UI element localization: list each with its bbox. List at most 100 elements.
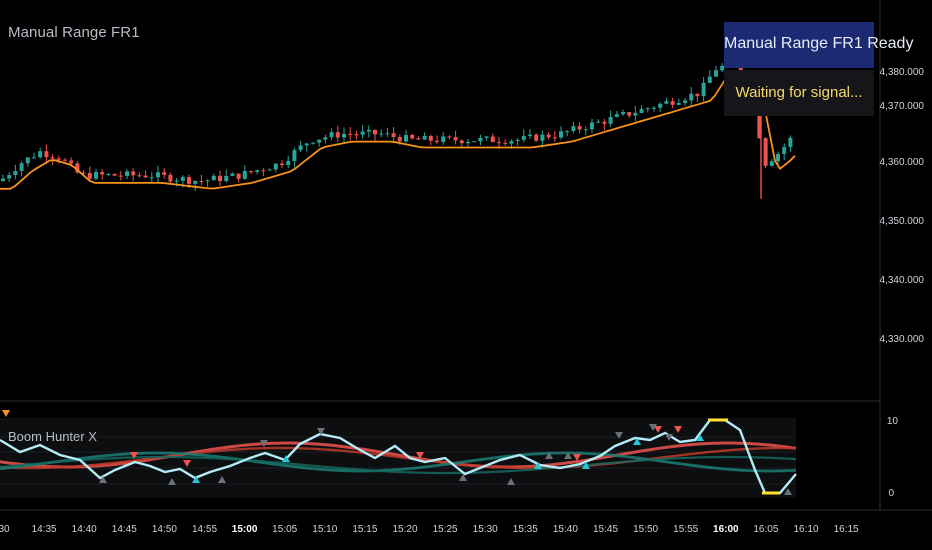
bear-candle bbox=[75, 161, 80, 174]
buy-marker bbox=[534, 462, 542, 469]
buy-marker bbox=[507, 478, 515, 485]
bear-candle bbox=[236, 173, 241, 183]
time-axis-label: 14:50 bbox=[151, 524, 177, 535]
bull-candle bbox=[633, 106, 638, 122]
bull-candle bbox=[583, 126, 588, 136]
bear-candle bbox=[112, 173, 117, 176]
bear-candle bbox=[670, 97, 675, 109]
indicator-axis-tick: 0 bbox=[888, 488, 894, 499]
bull-candle bbox=[676, 98, 681, 106]
bear-candle bbox=[280, 160, 284, 168]
time-axis-label: 14:35 bbox=[31, 524, 57, 535]
bear-candle bbox=[87, 166, 92, 181]
bear-candle bbox=[100, 169, 105, 180]
bear-candle bbox=[348, 127, 353, 141]
time-axis-label: 16:15 bbox=[833, 524, 859, 535]
bull-candle bbox=[323, 134, 328, 144]
moving-average-line bbox=[0, 70, 796, 190]
bull-candle bbox=[317, 139, 322, 147]
indicator-pane-title[interactable]: Boom Hunter X bbox=[8, 429, 97, 444]
bull-candle bbox=[255, 169, 260, 175]
status-ready-label: Manual Range FR1 Ready bbox=[724, 35, 914, 52]
bear-candle bbox=[435, 135, 439, 145]
bull-candle bbox=[149, 171, 154, 184]
buy-marker bbox=[459, 474, 467, 481]
bull-candle bbox=[540, 130, 545, 148]
time-axis-label: 15:20 bbox=[392, 524, 418, 535]
bull-candle bbox=[521, 129, 526, 143]
status-waiting-badge bbox=[724, 70, 874, 116]
bear-candle bbox=[199, 174, 204, 186]
sell-marker bbox=[2, 410, 10, 417]
price-candles bbox=[1, 56, 793, 199]
bear-candle bbox=[261, 168, 266, 177]
bull-candle bbox=[720, 63, 725, 73]
bear-candle bbox=[63, 157, 67, 162]
sell-marker bbox=[615, 432, 623, 439]
time-axis-label: 15:05 bbox=[272, 524, 298, 535]
bull-candle bbox=[683, 98, 687, 107]
bear-candle bbox=[577, 122, 582, 134]
time-axis-label: 15:35 bbox=[512, 524, 538, 535]
bull-candle bbox=[590, 118, 594, 134]
bull-candle bbox=[211, 173, 216, 181]
bull-candle bbox=[404, 130, 408, 143]
bear-candle bbox=[410, 133, 415, 140]
bull-candle bbox=[466, 139, 470, 147]
bear-candle bbox=[416, 136, 421, 140]
price-axis-tick: 4,350.000 bbox=[879, 216, 925, 227]
bear-candle bbox=[602, 119, 607, 131]
sell-marker bbox=[130, 452, 138, 459]
bull-candle bbox=[230, 172, 235, 177]
bear-candle bbox=[546, 132, 551, 140]
bear-candle bbox=[162, 167, 167, 179]
bull-candle bbox=[782, 143, 787, 161]
sell-marker bbox=[416, 452, 424, 459]
bull-candle bbox=[267, 168, 272, 171]
indicator-axis-tick: 10 bbox=[886, 416, 898, 427]
bear-candle bbox=[143, 170, 148, 179]
time-axis-label: 30 bbox=[0, 524, 10, 535]
buy-marker bbox=[545, 452, 553, 459]
bull-candle bbox=[658, 102, 663, 112]
bull-candle bbox=[304, 142, 309, 152]
bull-candle bbox=[707, 70, 712, 83]
bull-candle bbox=[385, 127, 390, 138]
bear-candle bbox=[534, 133, 539, 142]
time-axis-label: 16:00 bbox=[713, 524, 739, 535]
bear-candle bbox=[118, 170, 123, 181]
buy-marker bbox=[696, 434, 704, 441]
bear-candle bbox=[69, 157, 74, 166]
bull-candle bbox=[38, 147, 43, 159]
bull-candle bbox=[242, 165, 247, 180]
bull-candle bbox=[94, 168, 98, 181]
time-axis-label: 15:40 bbox=[552, 524, 578, 535]
bull-candle bbox=[32, 152, 36, 159]
time-axis-label: 14:55 bbox=[191, 524, 218, 535]
sell-marker bbox=[654, 426, 662, 433]
price-pane-title[interactable]: Manual Range FR1 bbox=[8, 24, 140, 41]
buy-marker bbox=[282, 455, 290, 462]
price-axis-tick: 4,380.000 bbox=[879, 67, 925, 78]
bear-candle bbox=[459, 139, 464, 147]
bear-candle bbox=[453, 130, 458, 145]
bull-candle bbox=[205, 179, 210, 187]
bull-candle bbox=[422, 132, 427, 140]
bull-candle bbox=[441, 132, 446, 145]
bull-candle bbox=[224, 169, 229, 183]
sell-marker bbox=[573, 454, 581, 461]
bull-candle bbox=[621, 109, 625, 116]
bear-candle bbox=[44, 144, 49, 165]
time-axis-label: 15:45 bbox=[592, 524, 619, 535]
bull-candle bbox=[484, 135, 489, 141]
bull-candle bbox=[769, 158, 774, 167]
bull-candle bbox=[1, 174, 5, 182]
bull-candle bbox=[528, 128, 532, 139]
bear-candle bbox=[335, 125, 340, 143]
oscillator-line bbox=[0, 418, 797, 495]
bull-candle bbox=[559, 126, 563, 140]
time-axis-label: 15:50 bbox=[633, 524, 659, 535]
bull-candle bbox=[156, 165, 160, 184]
